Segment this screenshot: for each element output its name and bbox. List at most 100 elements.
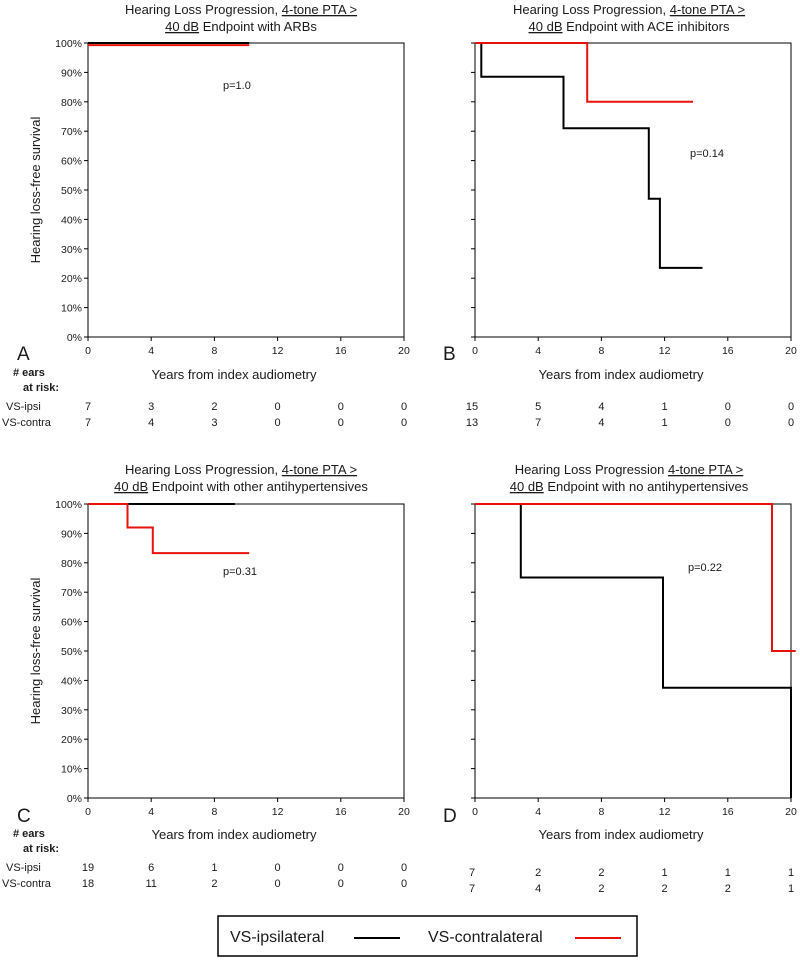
at-risk-ipsi-count: 7 bbox=[469, 867, 475, 879]
chart-title-line2: 40 dB Endpoint with no antihypertensives bbox=[510, 479, 749, 494]
at-risk-header-line1: # ears bbox=[13, 367, 45, 379]
at-risk-header-line2: at risk: bbox=[23, 382, 59, 394]
title-plain-part: Endpoint with ARBs bbox=[199, 19, 317, 34]
plot-area bbox=[474, 503, 792, 799]
at-risk-table: 7 7 2 4 2 2 1 2 1 2 1 1 bbox=[469, 867, 794, 895]
y-tick-label: 80% bbox=[61, 558, 82, 570]
y-tick-label: 50% bbox=[61, 185, 82, 197]
y-tick-label: 30% bbox=[61, 705, 82, 717]
at-risk-contra-count: 2 bbox=[725, 883, 731, 895]
title-underlined-part: 40 dB bbox=[165, 19, 199, 34]
panel-letter: B bbox=[443, 344, 456, 365]
legend-contra-label: VS-contralateral bbox=[428, 929, 543, 946]
at-risk-contra-count: 7 bbox=[85, 417, 91, 429]
title-plain-part: Hearing Loss Progression, bbox=[125, 2, 282, 17]
title-underlined-part: 4-tone PTA > bbox=[282, 462, 357, 477]
y-tick-label: 90% bbox=[61, 528, 82, 540]
x-tick-label: 8 bbox=[598, 345, 604, 357]
title-underlined-part: 40 dB bbox=[529, 19, 563, 34]
title-underlined-part: 4-tone PTA > bbox=[670, 2, 745, 17]
title-plain-part: Endpoint with other antihypertensives bbox=[148, 479, 368, 494]
chart-title-line1: Hearing Loss Progression 4-tone PTA > bbox=[515, 462, 743, 477]
at-risk-contra-count: 2 bbox=[598, 883, 604, 895]
y-tick-label: 70% bbox=[61, 587, 82, 599]
y-tick-label: 40% bbox=[61, 675, 82, 687]
p-value-annotation: p=0.14 bbox=[690, 148, 724, 160]
x-axis-label: Years from index audiometry bbox=[539, 827, 704, 842]
y-axis-label: Hearing loss-free survival bbox=[28, 578, 43, 725]
contralateral-survival-line bbox=[88, 503, 250, 555]
at-risk-contra-count: 13 bbox=[466, 417, 478, 429]
title-plain-part: Hearing Loss Progression, bbox=[125, 462, 282, 477]
at-risk-header-line2: at risk: bbox=[23, 843, 59, 855]
at-risk-contra-count: 7 bbox=[469, 883, 475, 895]
at-risk-contra-count: 3 bbox=[211, 417, 217, 429]
chart-title-line2: 40 dB Endpoint with other antihypertensi… bbox=[114, 479, 368, 494]
panel-a: Hearing Loss Progression, 4-tone PTA >40… bbox=[2, 2, 410, 429]
y-tick-label: 70% bbox=[61, 126, 82, 138]
panel-b: Hearing Loss Progression, 4-tone PTA >40… bbox=[443, 2, 797, 429]
at-risk-ipsi-count: 15 bbox=[466, 401, 478, 413]
at-risk-ipsi-count: 0 bbox=[275, 401, 281, 413]
at-risk-ipsi-count: 1 bbox=[211, 862, 217, 874]
x-tick-label: 12 bbox=[659, 806, 671, 818]
at-risk-contra-label: VS-contra bbox=[2, 417, 52, 429]
y-tick-label: 90% bbox=[61, 67, 82, 79]
at-risk-ipsi-count: 1 bbox=[788, 867, 794, 879]
x-tick-label: 8 bbox=[211, 806, 217, 818]
x-tick-label: 16 bbox=[335, 345, 347, 357]
at-risk-ipsi-count: 0 bbox=[338, 401, 344, 413]
y-axis-label: Hearing loss-free survival bbox=[28, 117, 43, 264]
title-underlined-part: 40 dB bbox=[114, 479, 148, 494]
plot-area bbox=[474, 42, 792, 338]
at-risk-ipsi-count: 1 bbox=[662, 867, 668, 879]
at-risk-ipsi-label: VS-ipsi bbox=[6, 401, 41, 413]
at-risk-header-line1: # ears bbox=[13, 828, 45, 840]
at-risk-ipsi-count: 2 bbox=[211, 401, 217, 413]
at-risk-ipsi-count: 0 bbox=[275, 862, 281, 874]
x-tick-label: 8 bbox=[211, 345, 217, 357]
p-value-annotation: p=0.31 bbox=[223, 566, 257, 578]
at-risk-contra-count: 0 bbox=[401, 417, 407, 429]
y-tick-label: 50% bbox=[61, 646, 82, 658]
legend-box bbox=[217, 915, 638, 957]
y-tick-label: 20% bbox=[61, 734, 82, 746]
at-risk-ipsi-count: 0 bbox=[725, 401, 731, 413]
x-tick-label: 0 bbox=[85, 345, 91, 357]
at-risk-table: 7 7 3 4 2 3 0 0 0 0 0 0 # ears at risk: VS-ipsi VS-cont… bbox=[2, 367, 407, 429]
at-risk-ipsi-count: 3 bbox=[148, 401, 154, 413]
at-risk-ipsi-count: 0 bbox=[401, 862, 407, 874]
y-tick-label: 10% bbox=[61, 764, 82, 776]
x-tick-label: 0 bbox=[472, 806, 478, 818]
y-tick-label: 60% bbox=[61, 617, 82, 629]
ipsilateral-survival-line bbox=[475, 42, 703, 269]
chart-title-line1: Hearing Loss Progression, 4-tone PTA > bbox=[513, 2, 745, 17]
at-risk-contra-count: 2 bbox=[211, 878, 217, 890]
panel-d: Hearing Loss Progression 4-tone PTA > 40 … bbox=[443, 462, 797, 895]
title-plain-part: Endpoint with no antihypertensives bbox=[544, 479, 749, 494]
chart-title-line1: Hearing Loss Progression, 4-tone PTA > bbox=[125, 2, 357, 17]
x-tick-label: 20 bbox=[785, 345, 797, 357]
x-tick-label: 16 bbox=[722, 806, 734, 818]
at-risk-contra-count: 1 bbox=[662, 417, 668, 429]
at-risk-ipsi-count: 0 bbox=[788, 401, 794, 413]
x-axis-label: Years from index audiometry bbox=[539, 367, 704, 382]
at-risk-contra-count: 4 bbox=[148, 417, 154, 429]
at-risk-contra-count: 18 bbox=[82, 878, 94, 890]
at-risk-contra-count: 7 bbox=[535, 417, 541, 429]
x-axis-label: Years from index audiometry bbox=[152, 827, 317, 842]
chart-title-line2: 40 dB Endpoint with ARBs bbox=[165, 19, 317, 34]
panel-c: Hearing Loss Progression, 4-tone PTA > 40… bbox=[2, 462, 410, 890]
p-value-annotation: p=0.22 bbox=[688, 562, 722, 574]
x-tick-label: 8 bbox=[598, 806, 604, 818]
title-plain-part: Hearing Loss Progression bbox=[515, 462, 668, 477]
x-tick-label: 4 bbox=[535, 345, 541, 357]
at-risk-ipsi-count: 1 bbox=[725, 867, 731, 879]
y-tick-label: 40% bbox=[61, 214, 82, 226]
panel-letter: A bbox=[17, 344, 30, 365]
at-risk-ipsi-count: 4 bbox=[598, 401, 604, 413]
panel-letter: D bbox=[443, 806, 457, 827]
y-tick-label: 30% bbox=[61, 244, 82, 256]
